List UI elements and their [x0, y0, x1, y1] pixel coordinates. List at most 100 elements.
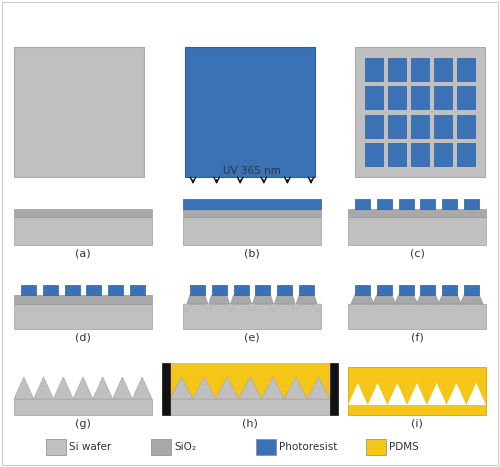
Polygon shape: [284, 377, 307, 399]
Bar: [355, 285, 370, 295]
Bar: [348, 304, 486, 329]
Polygon shape: [34, 377, 54, 399]
Bar: [86, 285, 102, 295]
Bar: [458, 86, 475, 109]
Bar: [442, 199, 458, 209]
Text: (g): (g): [75, 419, 91, 429]
Text: Si wafer: Si wafer: [69, 442, 111, 452]
Polygon shape: [446, 383, 466, 405]
Bar: [14, 304, 152, 329]
Polygon shape: [205, 304, 212, 311]
Bar: [183, 217, 321, 245]
Polygon shape: [170, 377, 193, 399]
Bar: [364, 58, 382, 81]
Bar: [458, 58, 475, 81]
Bar: [14, 47, 144, 177]
Bar: [388, 114, 406, 138]
Polygon shape: [274, 295, 295, 304]
Polygon shape: [14, 377, 34, 399]
Text: (c): (c): [410, 249, 424, 259]
Polygon shape: [238, 377, 262, 399]
Bar: [366, 439, 386, 455]
Polygon shape: [438, 295, 462, 304]
Polygon shape: [292, 304, 299, 311]
Polygon shape: [407, 383, 427, 405]
Bar: [434, 114, 452, 138]
Text: Photoresist: Photoresist: [279, 442, 338, 452]
Bar: [14, 217, 152, 245]
Polygon shape: [368, 383, 388, 405]
Bar: [151, 439, 171, 455]
Text: (b): (b): [244, 249, 260, 259]
Polygon shape: [394, 295, 417, 304]
Bar: [170, 363, 330, 399]
Bar: [348, 367, 486, 415]
Polygon shape: [388, 383, 407, 405]
Polygon shape: [93, 377, 112, 399]
Polygon shape: [208, 295, 230, 304]
Polygon shape: [183, 304, 190, 311]
Polygon shape: [372, 295, 396, 304]
Bar: [464, 199, 479, 209]
Polygon shape: [296, 295, 317, 304]
Polygon shape: [54, 377, 73, 399]
Bar: [388, 86, 406, 109]
Bar: [190, 285, 205, 295]
Bar: [42, 285, 58, 295]
Bar: [434, 86, 452, 109]
Bar: [364, 143, 382, 166]
Bar: [388, 143, 406, 166]
Bar: [299, 285, 314, 295]
Bar: [185, 47, 315, 177]
Text: (e): (e): [244, 333, 260, 343]
Polygon shape: [132, 377, 152, 399]
Bar: [355, 199, 370, 209]
Text: (a): (a): [75, 249, 91, 259]
Polygon shape: [460, 295, 483, 304]
Text: (i): (i): [411, 419, 423, 429]
Bar: [398, 199, 413, 209]
Polygon shape: [270, 304, 278, 311]
Text: (d): (d): [75, 333, 91, 343]
Polygon shape: [252, 295, 274, 304]
Bar: [348, 217, 486, 245]
Polygon shape: [307, 377, 330, 399]
Bar: [411, 58, 429, 81]
Polygon shape: [466, 383, 486, 405]
Polygon shape: [216, 377, 238, 399]
Polygon shape: [427, 383, 446, 405]
Polygon shape: [248, 304, 256, 311]
Bar: [14, 399, 152, 415]
Bar: [364, 114, 382, 138]
Bar: [420, 199, 436, 209]
Text: PDMS: PDMS: [389, 442, 419, 452]
Polygon shape: [416, 295, 440, 304]
Bar: [348, 209, 486, 217]
Bar: [398, 285, 413, 295]
Bar: [14, 209, 152, 217]
Bar: [130, 285, 145, 295]
Bar: [434, 58, 452, 81]
Bar: [411, 143, 429, 166]
Polygon shape: [112, 377, 132, 399]
Bar: [364, 86, 382, 109]
Polygon shape: [73, 377, 93, 399]
Polygon shape: [226, 304, 234, 311]
Bar: [442, 285, 458, 295]
Bar: [388, 58, 406, 81]
Bar: [420, 285, 436, 295]
Bar: [464, 285, 479, 295]
Text: (h): (h): [242, 419, 258, 429]
Bar: [234, 285, 248, 295]
Bar: [256, 439, 276, 455]
Bar: [183, 304, 321, 329]
Polygon shape: [193, 377, 216, 399]
Bar: [278, 285, 292, 295]
Polygon shape: [262, 377, 284, 399]
Text: (f): (f): [410, 333, 424, 343]
Polygon shape: [348, 383, 368, 405]
Polygon shape: [187, 295, 208, 304]
Bar: [256, 285, 270, 295]
Bar: [376, 199, 392, 209]
Bar: [170, 399, 330, 415]
